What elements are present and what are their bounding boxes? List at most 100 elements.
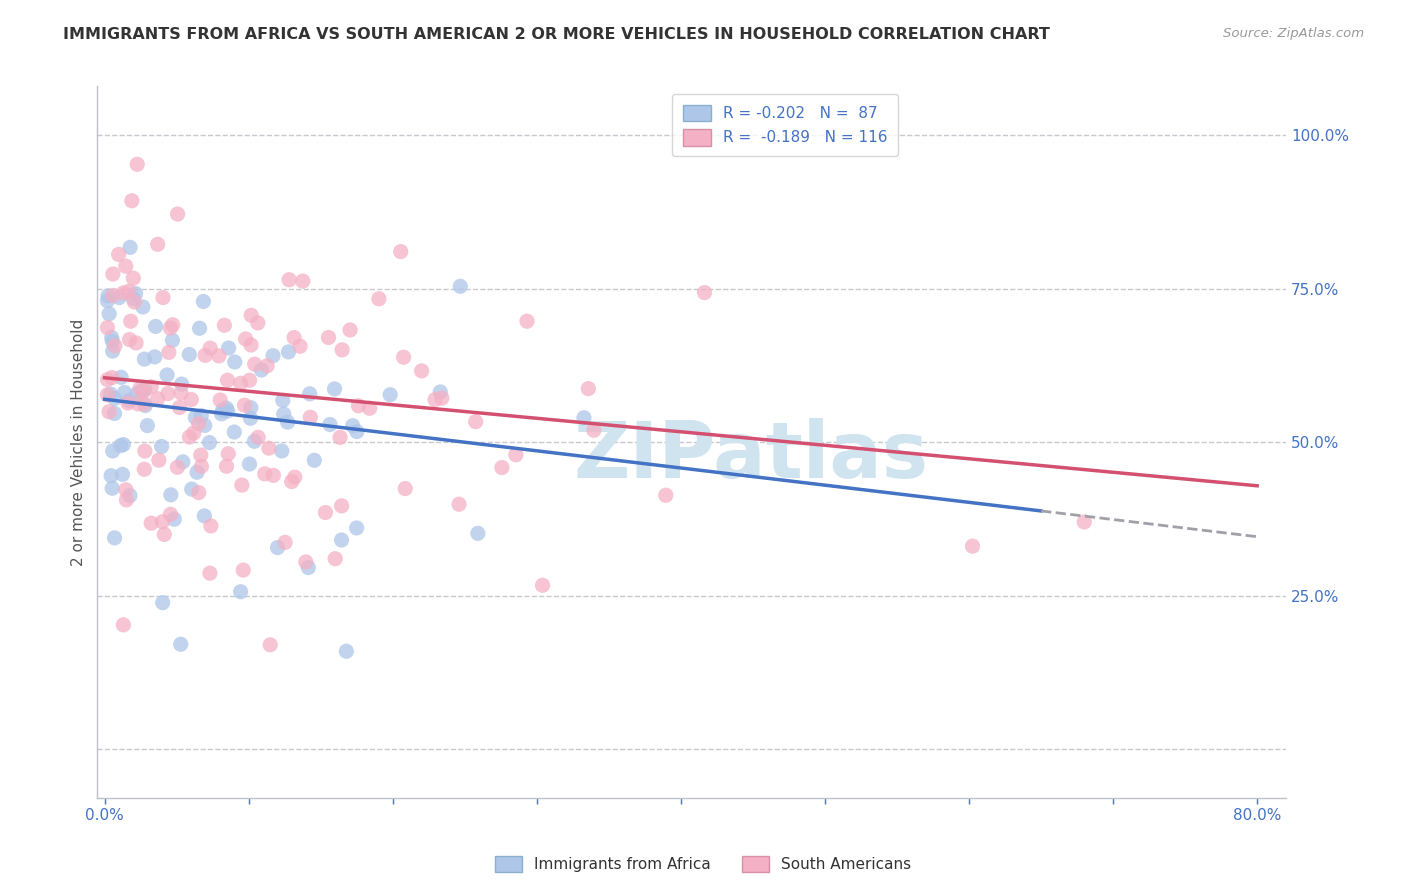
Text: ZIPatlas: ZIPatlas — [574, 418, 928, 494]
Point — [339, 323, 361, 337]
Point — [209, 392, 232, 407]
Point — [394, 482, 416, 496]
Point — [128, 382, 150, 396]
Point — [162, 318, 184, 332]
Point — [246, 316, 269, 330]
Point — [101, 344, 124, 359]
Point — [159, 508, 181, 522]
Point — [235, 332, 257, 346]
Point — [124, 286, 146, 301]
Point — [266, 541, 288, 555]
Point — [98, 405, 121, 419]
Point — [283, 330, 305, 344]
Point — [284, 470, 307, 484]
Point — [330, 499, 353, 513]
Point — [108, 291, 131, 305]
Point — [141, 516, 163, 531]
Point — [239, 411, 262, 425]
Point — [194, 348, 217, 362]
Point — [233, 398, 256, 412]
Point — [274, 535, 297, 549]
Point — [186, 465, 208, 479]
Point — [187, 417, 209, 431]
Point — [134, 444, 156, 458]
Point — [389, 244, 412, 259]
Point — [256, 359, 278, 373]
Point — [297, 560, 319, 574]
Point — [295, 555, 318, 569]
Point — [247, 430, 270, 444]
Point — [124, 295, 146, 310]
Point — [114, 385, 136, 400]
Point — [291, 274, 314, 288]
Point — [491, 460, 513, 475]
Point — [118, 333, 141, 347]
Point — [250, 363, 273, 377]
Point — [120, 240, 142, 254]
Point — [447, 497, 470, 511]
Point — [170, 377, 193, 392]
Point — [288, 339, 311, 353]
Point — [107, 247, 129, 261]
Point — [121, 194, 143, 208]
Point — [193, 508, 215, 523]
Point — [166, 207, 188, 221]
Point — [224, 425, 246, 439]
Point — [122, 292, 145, 306]
Point — [211, 403, 233, 417]
Point — [200, 341, 222, 355]
Point — [240, 338, 263, 352]
Point — [134, 382, 156, 396]
Point — [367, 292, 389, 306]
Point — [159, 488, 181, 502]
Point — [190, 448, 212, 462]
Point — [134, 462, 156, 476]
Point — [134, 352, 156, 367]
Point — [156, 386, 179, 401]
Point — [112, 437, 135, 451]
Point — [505, 448, 527, 462]
Point — [359, 401, 381, 416]
Point — [100, 330, 122, 344]
Point — [278, 273, 301, 287]
Point — [118, 489, 141, 503]
Point — [172, 455, 194, 469]
Point — [134, 397, 156, 411]
Point — [329, 430, 352, 444]
Point — [962, 539, 984, 553]
Point — [153, 527, 176, 541]
Point — [170, 386, 193, 401]
Point — [330, 533, 353, 547]
Point — [335, 644, 357, 658]
Point — [180, 482, 202, 496]
Point — [169, 401, 191, 415]
Point — [330, 343, 353, 357]
Point — [572, 410, 595, 425]
Point — [323, 382, 346, 396]
Point — [464, 415, 486, 429]
Point — [101, 267, 124, 281]
Point — [156, 368, 179, 382]
Point — [467, 526, 489, 541]
Point — [103, 406, 125, 420]
Point — [179, 347, 201, 361]
Point — [280, 475, 302, 489]
Point — [122, 271, 145, 285]
Point — [576, 382, 599, 396]
Point — [423, 392, 446, 407]
Point — [152, 291, 174, 305]
Point — [215, 459, 238, 474]
Point — [239, 401, 262, 415]
Point — [304, 453, 326, 467]
Point — [190, 409, 212, 423]
Point — [231, 478, 253, 492]
Point — [136, 418, 159, 433]
Point — [111, 467, 134, 482]
Point — [112, 285, 135, 300]
Point — [346, 521, 368, 535]
Point — [262, 349, 284, 363]
Point — [115, 483, 138, 497]
Point — [319, 417, 342, 432]
Point — [238, 457, 260, 471]
Text: Source: ZipAtlas.com: Source: ZipAtlas.com — [1223, 27, 1364, 40]
